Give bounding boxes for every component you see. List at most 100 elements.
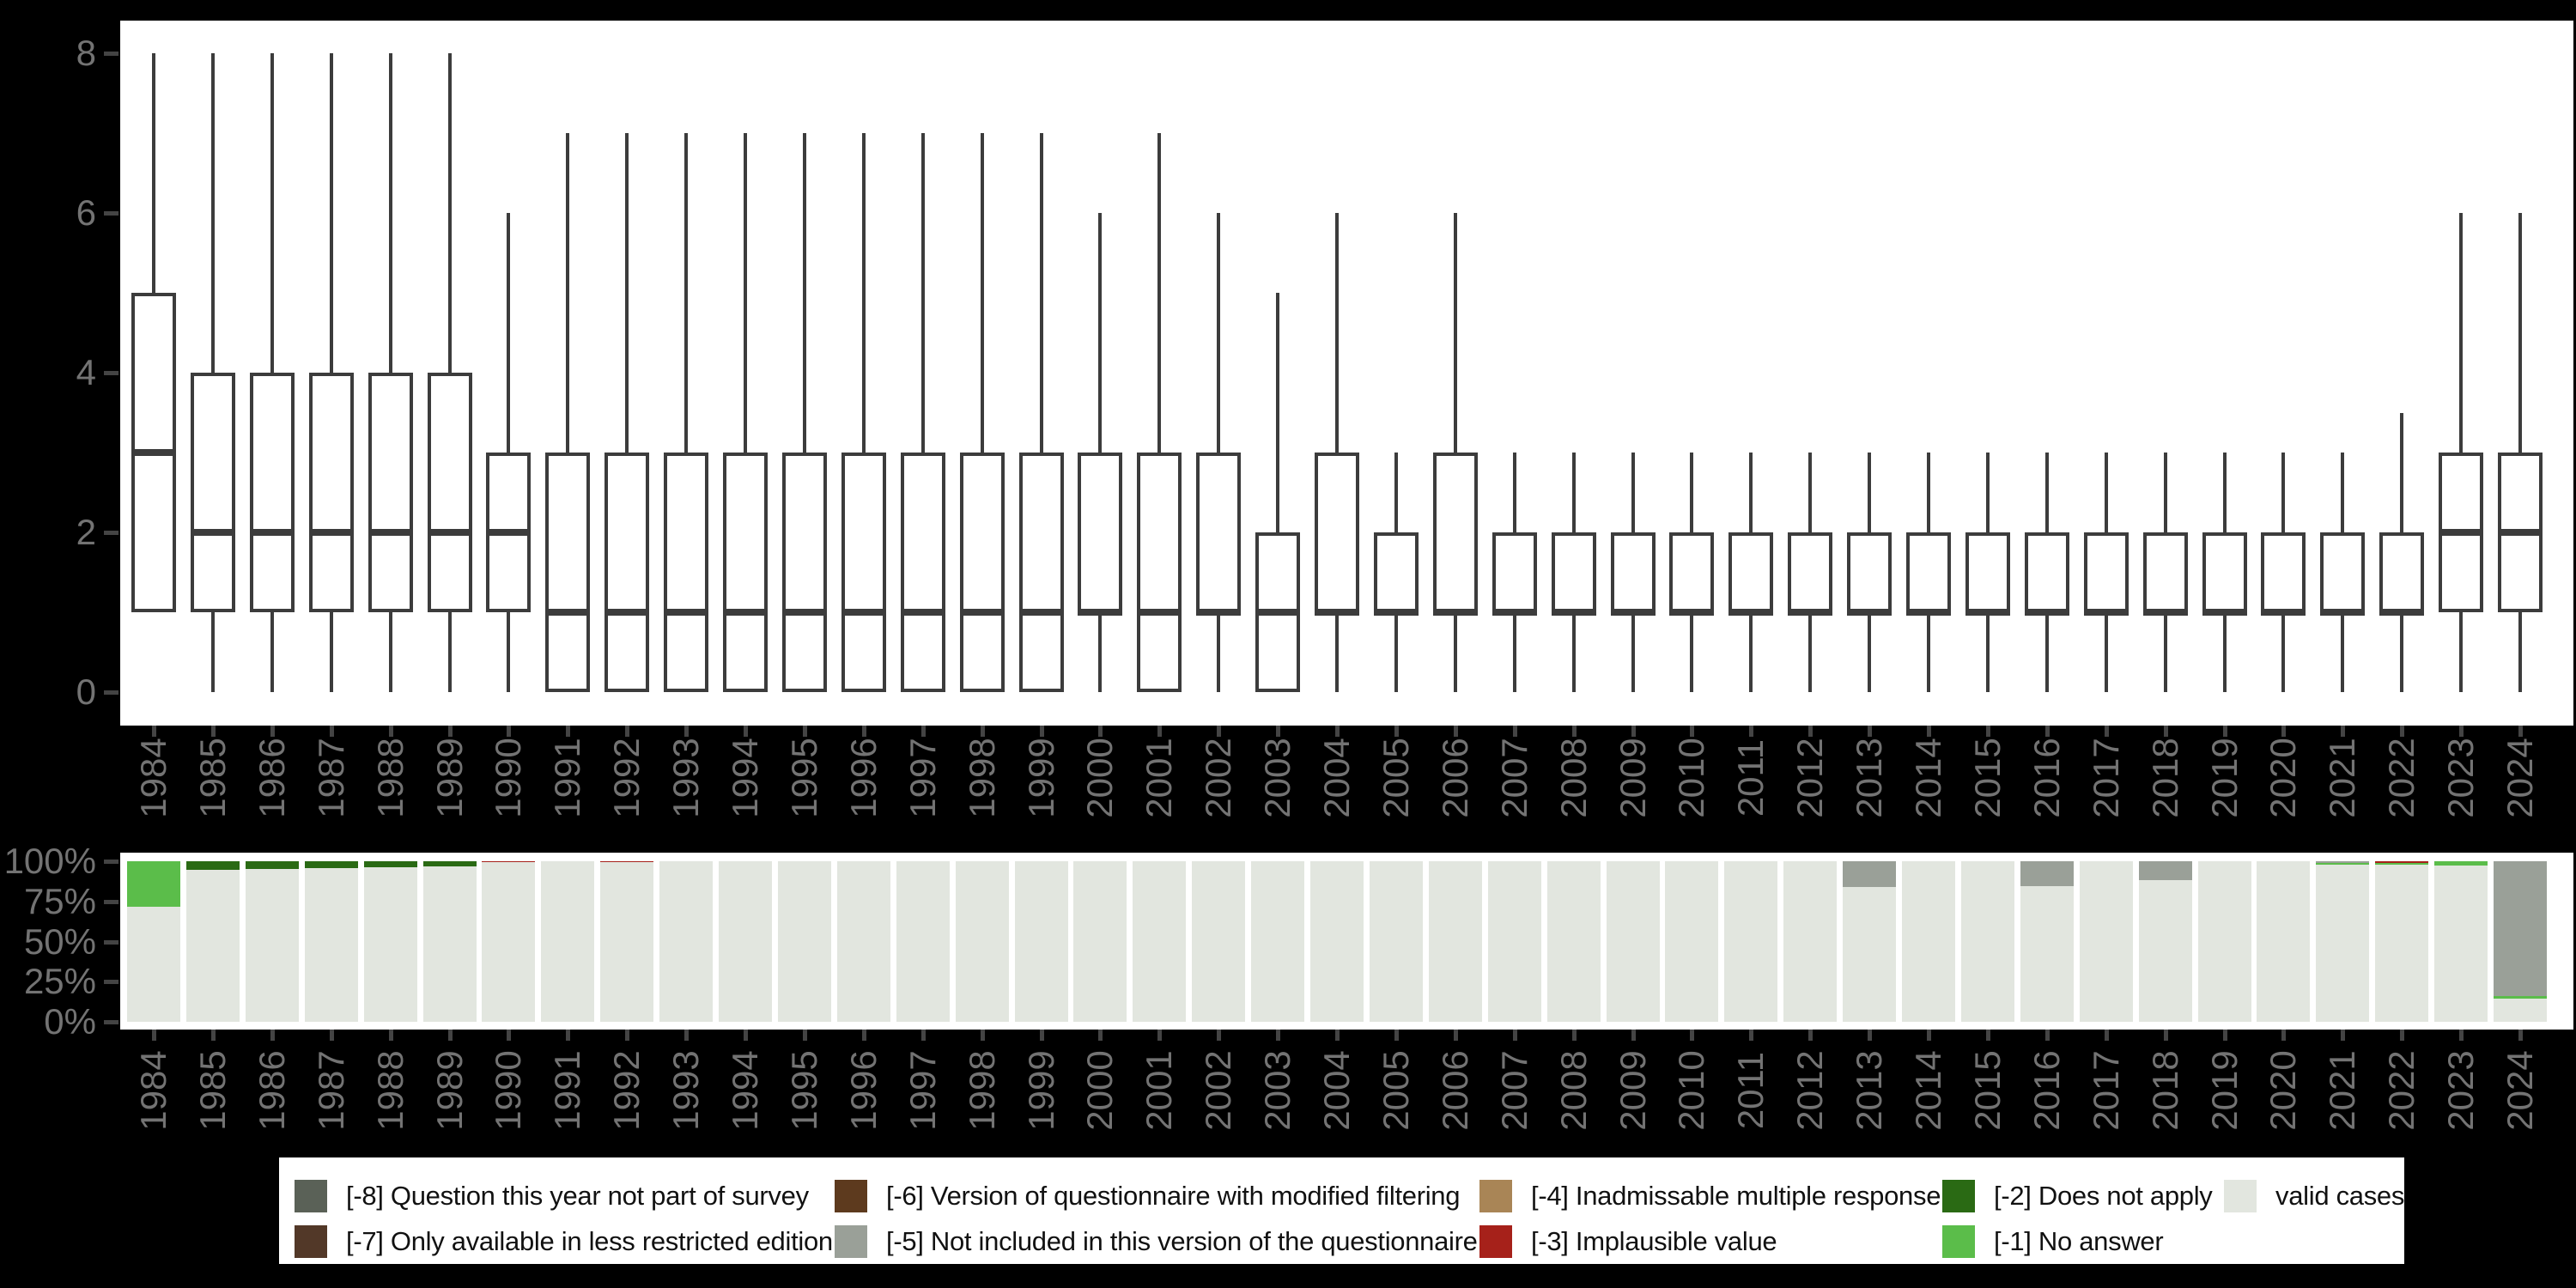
upper-whisker [861, 133, 866, 453]
bar-y-tick [104, 980, 118, 985]
median-line [2083, 609, 2129, 616]
bar-x-tick [625, 1030, 630, 1041]
boxplot-x-tick-label: 1991 [547, 738, 588, 818]
bar-y-tick [104, 1020, 118, 1024]
bar-x-tick [1276, 1030, 1281, 1041]
bar-y-tick-label: 75% [23, 880, 96, 921]
bar-x-tick [1453, 1030, 1458, 1041]
lower-whisker [1098, 612, 1103, 692]
lower-whisker [447, 612, 452, 692]
bar-x-tick-label: 1993 [665, 1050, 707, 1131]
bar-segment [541, 861, 595, 1022]
legend-item: [-2] Does not apply [1942, 1180, 2213, 1212]
bar-segment [2494, 998, 2547, 1022]
boxplot-y-tick-label: 0 [76, 671, 96, 712]
boxplot-x-tick [980, 726, 985, 737]
boxplot-x-tick [2163, 726, 2168, 737]
boxplot-y-tick [104, 52, 118, 56]
upper-whisker [1571, 453, 1576, 532]
bar-x-tick [447, 1030, 453, 1041]
boxplot-x-tick-label: 1985 [191, 738, 233, 818]
boxplot-x-tick [2400, 726, 2405, 737]
upper-whisker [684, 133, 689, 453]
box [2320, 532, 2366, 612]
boxplot-x-tick [802, 726, 807, 737]
boxplot-x-tick-label: 2020 [2263, 738, 2304, 818]
boxplot-panel [120, 21, 2573, 726]
bar-segment [1724, 861, 1778, 1022]
boxplot-x-tick [1631, 726, 1636, 737]
lower-whisker [1690, 612, 1694, 692]
bar-segment [2434, 861, 2488, 866]
median-line [1137, 609, 1182, 616]
bar-x-tick-label: 2011 [1730, 1051, 1771, 1130]
boxplot-x-tick-label: 1999 [1020, 738, 1061, 818]
box [1492, 532, 1537, 612]
upper-whisker [210, 53, 215, 373]
legend-label: [-7] Only available in less restricted e… [346, 1226, 833, 1256]
box [2024, 532, 2069, 612]
boxplot-x-tick [920, 726, 926, 737]
upper-whisker [1157, 133, 1162, 453]
bar-segment [2020, 861, 2074, 886]
bar-segment [1073, 861, 1127, 1022]
bar-segment [600, 861, 654, 863]
box [190, 373, 235, 612]
bar-segment [836, 861, 890, 1022]
bar-segment [127, 861, 180, 907]
boxplot-x-tick [861, 726, 866, 737]
median-line [308, 529, 354, 536]
boxplot-x-tick [1453, 726, 1458, 737]
bar-segment [1487, 861, 1541, 1022]
bar-x-tick-label: 1984 [133, 1050, 173, 1131]
median-line [900, 609, 945, 616]
bar-x-tick [861, 1030, 866, 1041]
median-line [1492, 609, 1537, 616]
box [664, 453, 709, 692]
bar-x-tick [1098, 1030, 1103, 1041]
legend-swatch [295, 1225, 327, 1258]
bar-segment [1310, 861, 1364, 1022]
bar-x-tick-label: 2008 [1552, 1050, 1594, 1131]
bar-segment [777, 861, 831, 1022]
median-line [1728, 609, 1774, 616]
boxplot-x-tick-label: 2009 [1612, 738, 1653, 818]
bar-segment [2434, 865, 2488, 1022]
lower-whisker [1749, 612, 1753, 692]
bar-x-tick [1335, 1030, 1340, 1041]
bar-x-tick [1749, 1030, 1754, 1041]
box [1965, 532, 2010, 612]
upper-whisker [1039, 133, 1043, 453]
boxplot-x-tick-label: 2024 [2500, 738, 2540, 818]
boxplot-y-tick-label: 6 [76, 192, 96, 233]
boxplot-x-tick-label: 2006 [1434, 738, 1475, 818]
bar-x-tick-label: 1986 [251, 1050, 292, 1131]
bar-segment [1369, 861, 1423, 1022]
upper-whisker [625, 133, 629, 453]
bar-x-tick [2518, 1030, 2523, 1041]
bar-x-tick-label: 2010 [1671, 1050, 1712, 1131]
upper-whisker [1276, 293, 1280, 532]
lower-whisker [388, 612, 392, 692]
upper-whisker [1394, 453, 1398, 532]
box [605, 453, 650, 692]
bar-x-tick-label: 2005 [1375, 1050, 1416, 1131]
median-line [427, 529, 472, 536]
bar-x-tick-label: 2023 [2440, 1050, 2482, 1131]
median-line [1847, 609, 1893, 616]
upper-whisker [1808, 453, 1813, 532]
legend-item: valid cases [2224, 1180, 2404, 1212]
bar-x-tick [2281, 1030, 2287, 1041]
boxplot-x-tick-label: 2018 [2144, 738, 2185, 818]
boxplot-x-tick [210, 726, 216, 737]
upper-whisker [2400, 412, 2404, 532]
box [959, 453, 1005, 692]
legend-swatch [835, 1180, 867, 1212]
bar-segment [2138, 880, 2192, 1022]
bar-y-tick-label: 50% [23, 920, 96, 962]
bar-x-tick [1690, 1030, 1695, 1041]
boxplot-x-tick-label: 2002 [1198, 738, 1239, 818]
lower-whisker [1335, 612, 1339, 692]
box [308, 373, 354, 612]
box [1018, 453, 1064, 692]
